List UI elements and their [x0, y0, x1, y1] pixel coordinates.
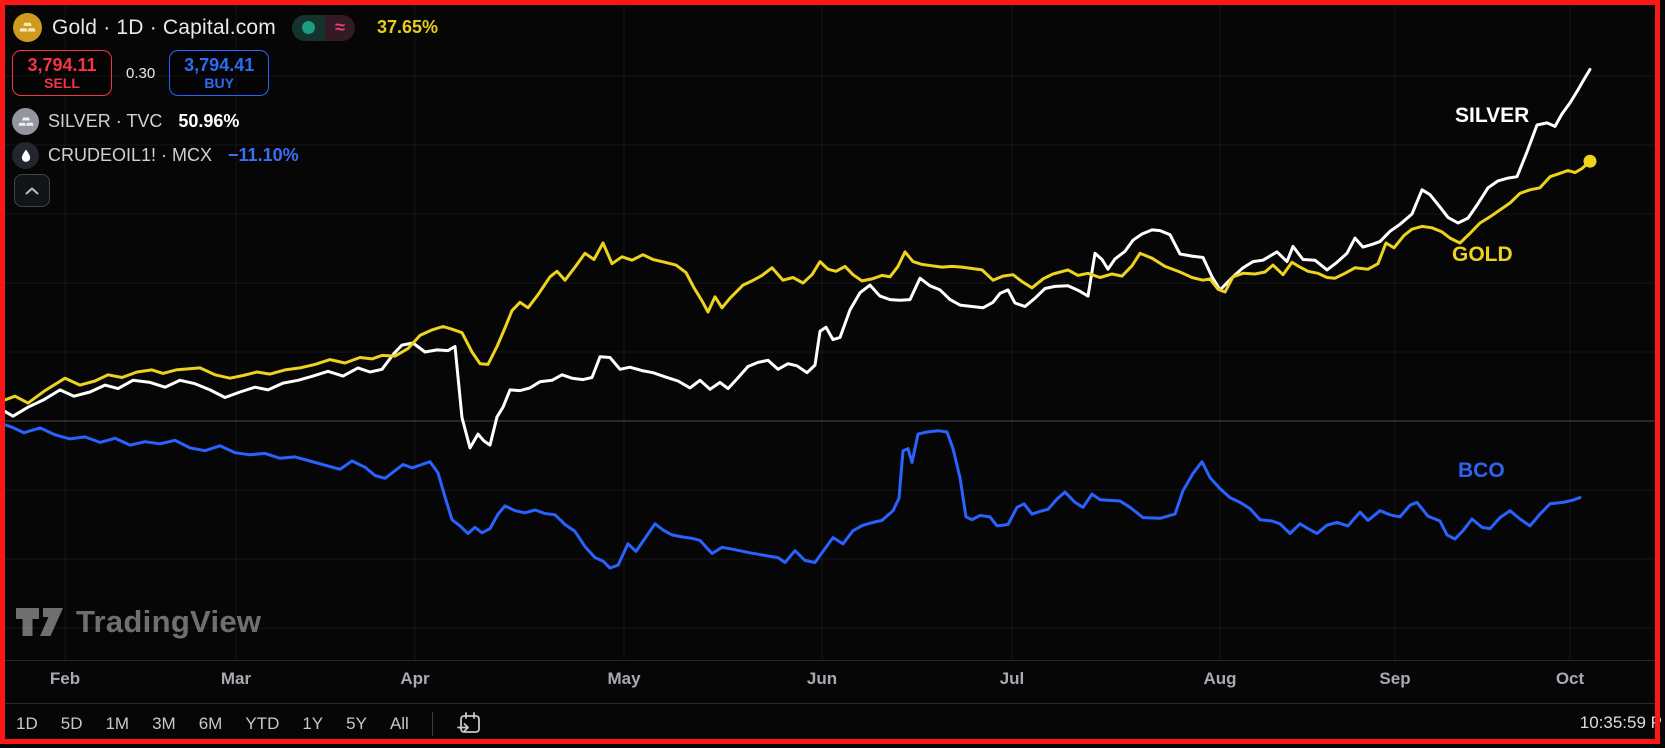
bid-ask-spread: 0.30 — [126, 64, 156, 82]
compare-symbol-name: CRUDEOIL1! · MCX — [48, 145, 213, 165]
range-button-1m[interactable]: 1M — [105, 714, 130, 733]
symbol-change-percent: 37.65% — [377, 17, 439, 37]
series-line-bco — [0, 421, 1582, 570]
toolbar-divider — [2, 703, 1658, 704]
sell-price: 3,794.11 — [27, 54, 97, 75]
range-toolbar: 1D 5D 1M 3M 6M YTD 1Y 5Y All — [0, 704, 1660, 744]
range-button-3m[interactable]: 3M — [152, 714, 176, 733]
axis-month-feb: Feb — [49, 669, 81, 688]
compare-row-crudeoil[interactable]: CRUDEOIL1! · MCX −11.10% — [12, 142, 299, 169]
range-button-1y[interactable]: 1Y — [302, 714, 324, 733]
symbol-header: Gold · 1D · Capital.com ≈ 37.65% — [13, 13, 438, 42]
time-axis[interactable]: Feb Mar Apr May Jun Jul Aug Sep Oct — [0, 661, 1660, 703]
oil-drop-icon — [12, 142, 39, 169]
range-button-6m[interactable]: 6M — [198, 714, 223, 733]
sell-button[interactable]: 3,794.11 SELL — [12, 50, 112, 96]
compare-symbol-change: −11.10% — [228, 145, 299, 165]
chart-series-labels: SILVER GOLD BCO — [1452, 104, 1529, 482]
axis-month-may: May — [607, 669, 641, 688]
range-button-1d[interactable]: 1D — [16, 714, 38, 733]
compare-row-silver[interactable]: SILVER · TVC 50.96% — [12, 108, 239, 135]
compare-symbol-name: SILVER · TVC — [48, 111, 163, 131]
axis-month-sep: Sep — [1379, 669, 1411, 688]
collapse-legend-button[interactable] — [14, 174, 50, 207]
tradingview-logo-icon — [16, 608, 63, 636]
series-label-bco: BCO — [1458, 459, 1505, 482]
series-label-silver: SILVER — [1455, 104, 1529, 127]
series-end-dot-gold — [1583, 154, 1597, 168]
axis-month-jul: Jul — [999, 669, 1025, 688]
axis-month-apr: Apr — [400, 669, 430, 688]
market-open-dot-icon — [292, 14, 326, 41]
buy-label: BUY — [204, 75, 234, 92]
go-to-date-button[interactable] — [456, 711, 483, 737]
range-button-5d[interactable]: 5D — [60, 714, 83, 733]
series-line-silver — [0, 67, 1592, 450]
clock[interactable]: 10:35:59 P — [1579, 713, 1662, 732]
range-button-ytd[interactable]: YTD — [245, 714, 280, 733]
silver-bars-icon — [12, 108, 39, 135]
series-line-gold — [0, 159, 1592, 405]
chart-series-lines — [0, 67, 1597, 570]
approx-price-icon: ≈ — [325, 14, 356, 41]
sell-label: SELL — [44, 75, 80, 92]
range-button-all[interactable]: All — [389, 714, 409, 733]
tradingview-watermark: TradingView — [16, 604, 261, 640]
axis-month-jun: Jun — [806, 669, 838, 688]
symbol-title[interactable]: Gold · 1D · Capital.com — [52, 15, 277, 39]
gold-symbol-icon — [13, 13, 42, 42]
axis-month-mar: Mar — [220, 669, 252, 688]
buy-price: 3,794.41 — [184, 54, 255, 75]
axis-month-oct: Oct — [1555, 669, 1585, 688]
buy-button[interactable]: 3,794.41 BUY — [169, 50, 270, 96]
toolbar-separator — [431, 712, 433, 736]
market-status-toggle[interactable]: ≈ — [292, 14, 356, 41]
compare-symbol-change: 50.96% — [178, 111, 240, 131]
axis-divider — [2, 660, 1658, 661]
axis-month-aug: Aug — [1203, 669, 1237, 688]
tradingview-wordmark: TradingView — [76, 604, 262, 639]
range-button-5y[interactable]: 5Y — [346, 714, 367, 733]
calendar-icon — [456, 712, 480, 733]
trade-buttons-row: 3,794.11 SELL 0.30 3,794.41 BUY — [12, 50, 270, 96]
chevron-up-icon — [25, 187, 39, 194]
series-label-gold: GOLD — [1452, 243, 1513, 266]
